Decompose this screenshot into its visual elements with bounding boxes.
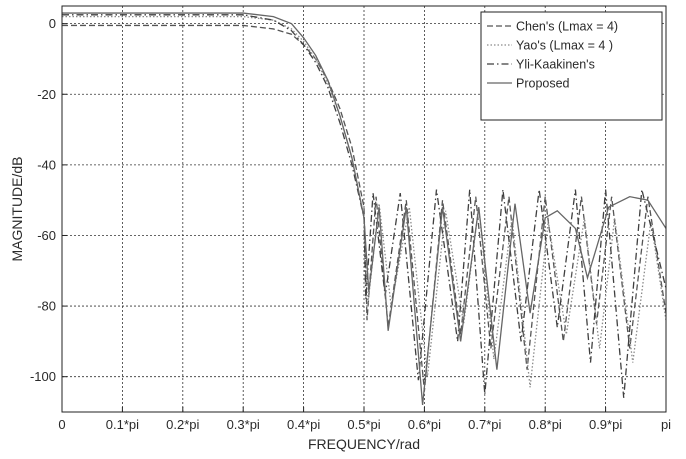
legend-box — [480, 11, 663, 121]
series-line-2 — [62, 15, 666, 388]
legend-label: Proposed — [516, 77, 570, 91]
x-tick-label: 0 — [58, 417, 65, 432]
axis-ticks: 0 0.1*pi 0.2*pi 0.3*pi 0.4*pi 0.5*pi 0.6*pi 0.7… — [30, 16, 671, 432]
series-line-3 — [62, 14, 666, 398]
x-tick-label: pi — [661, 417, 671, 432]
y-axis-label: MAGNITUDE/dB — [9, 156, 25, 261]
y-tick-label: -80 — [37, 299, 56, 314]
legend: Chen's (Lmax = 4) Yao's (Lmax = 4 ) Yli-Ka… — [480, 11, 663, 121]
x-tick-label: 0.3*pi — [227, 417, 260, 432]
y-tick-label: -40 — [37, 157, 56, 172]
x-tick-label: 0.7*pi — [468, 417, 501, 432]
x-tick-label: 0.1*pi — [106, 417, 139, 432]
series-lines — [62, 12, 666, 406]
x-tick-label: 0.6*pi — [408, 417, 441, 432]
series-line-1 — [62, 24, 666, 391]
y-tick-label: -20 — [37, 87, 56, 102]
x-tick-label: 0.8*pi — [529, 417, 562, 432]
x-tick-label: 0.2*pi — [166, 417, 199, 432]
series-line-4 — [62, 12, 666, 406]
x-tick-label: 0.5*pi — [347, 417, 380, 432]
y-tick-label: 0 — [49, 16, 56, 31]
x-tick-label: 0.4*pi — [287, 417, 320, 432]
legend-label: Yli-Kaakinen's — [516, 58, 595, 72]
x-axis-label: FREQUENCY/rad — [308, 436, 420, 452]
x-tick-label: 0.9*pi — [589, 417, 622, 432]
legend-label: Chen's (Lmax = 4) — [516, 20, 618, 34]
y-tick-label: -60 — [37, 228, 56, 243]
legend-label: Yao's (Lmax = 4 ) — [516, 39, 613, 53]
y-tick-label: -100 — [30, 369, 56, 384]
